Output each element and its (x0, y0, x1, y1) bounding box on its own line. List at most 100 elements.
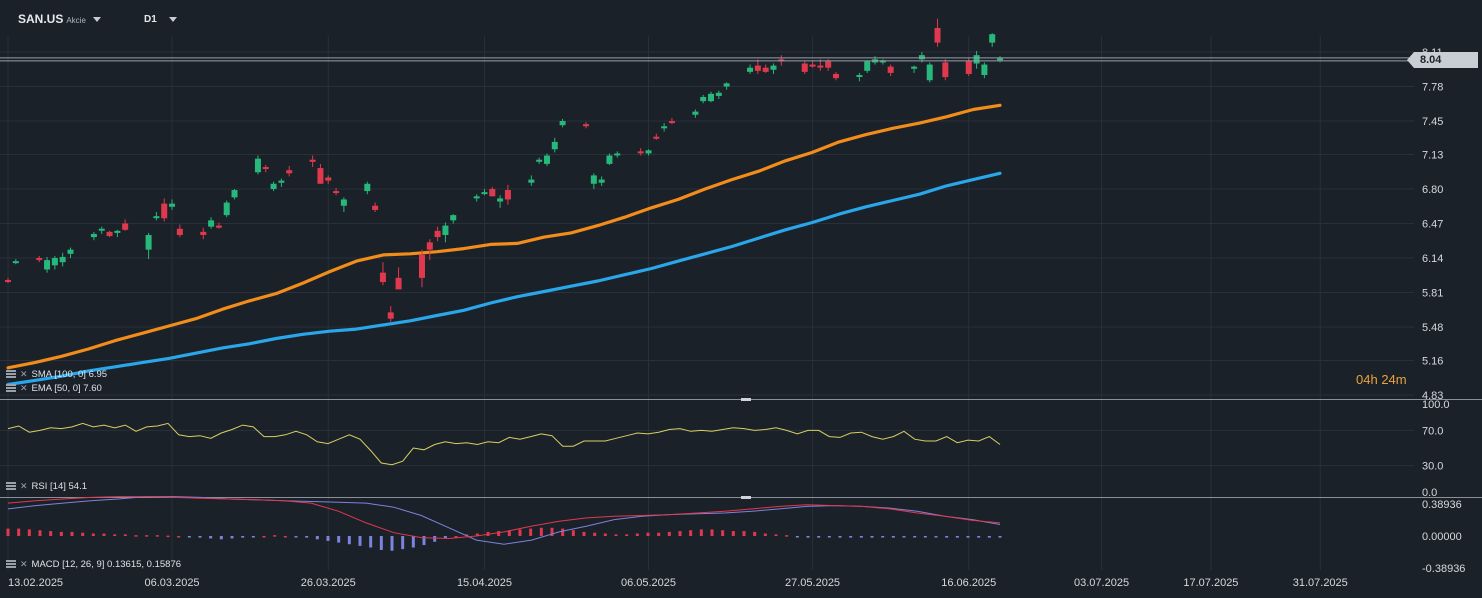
macd-histogram-bar (913, 536, 917, 538)
macd-histogram-bar (827, 536, 831, 538)
candle-body (598, 179, 605, 183)
macd-histogram-bar (315, 536, 319, 540)
close-icon[interactable]: ✕ (20, 481, 28, 491)
price-axis-label: 5.16 (1422, 355, 1443, 367)
candle-body (997, 58, 1004, 61)
candle-body (700, 96, 707, 102)
macd-histogram-bar (102, 533, 106, 536)
candle-body (215, 225, 222, 228)
candle-body (59, 256, 66, 263)
macd-histogram-bar (17, 528, 21, 536)
macd-histogram-bar (283, 536, 287, 538)
candle-body (169, 203, 176, 207)
macd-histogram-bar (795, 536, 799, 538)
macd-histogram-bar (59, 531, 63, 536)
candle-body (200, 231, 207, 236)
date-axis-label: 06.05.2025 (621, 577, 676, 589)
rsi-axis-label: 70.0 (1422, 425, 1443, 437)
candle-body (434, 230, 441, 238)
settings-icon[interactable] (6, 370, 16, 379)
symbol-selector[interactable]: SAN.US Akcie (18, 12, 101, 26)
candle-body (481, 192, 488, 195)
candle (51, 255, 58, 270)
candle-body (817, 65, 824, 68)
price-axis-label: 6.14 (1422, 253, 1443, 265)
candle-body (379, 272, 386, 283)
sma-legend[interactable]: ✕ SMA [100, 0] 6.95 (6, 369, 107, 380)
candle-body (67, 249, 74, 254)
macd-histogram-bar (923, 536, 927, 538)
macd-axis-label: 0.38936 (1422, 499, 1462, 511)
macd-histogram-bar (454, 536, 458, 538)
countdown-minutes: 24m (1381, 372, 1407, 387)
rsi-legend[interactable]: ✕ RSI [14] 54.1 (6, 481, 87, 492)
candle (528, 175, 535, 186)
candle-body (418, 254, 425, 278)
candle-body (442, 225, 449, 236)
candle (387, 306, 394, 322)
settings-icon[interactable] (6, 560, 16, 569)
candle (145, 232, 152, 260)
candle (801, 61, 808, 74)
candle-body (981, 64, 988, 76)
candle (981, 62, 988, 79)
candle (395, 267, 402, 290)
candle (754, 59, 761, 74)
candle (645, 149, 652, 156)
candle (934, 18, 941, 47)
settings-icon[interactable] (6, 482, 16, 491)
macd-histogram-bar (251, 536, 255, 538)
macd-histogram-bar (507, 530, 511, 536)
macd-histogram-bar (155, 535, 159, 537)
candle-body (98, 228, 105, 231)
timeframe-selector[interactable]: D1 (144, 14, 177, 25)
candle (942, 59, 949, 81)
macd-histogram-bar (347, 536, 351, 545)
close-icon[interactable]: ✕ (20, 559, 28, 569)
candle (379, 262, 386, 286)
candle (864, 60, 871, 73)
candle (653, 133, 660, 140)
ema-legend[interactable]: ✕ EMA [50, 0] 7.60 (6, 383, 102, 394)
settings-icon[interactable] (6, 384, 16, 393)
candle (504, 184, 511, 205)
macd-histogram-bar (529, 528, 533, 536)
macd-histogram-bar (710, 529, 714, 536)
candle-body (715, 92, 722, 96)
candle (223, 200, 230, 218)
candle-body (231, 190, 238, 198)
macd-histogram-bar (177, 536, 181, 538)
candle-body (51, 258, 58, 266)
candle-body (887, 66, 894, 73)
candle (700, 94, 707, 104)
candle-countdown: 04h 24m (1356, 372, 1407, 387)
macd-signal-line (7, 496, 1001, 540)
current-price-tag: 8.04 (1407, 52, 1478, 68)
candle (340, 197, 347, 212)
candle (309, 155, 316, 168)
macd-histogram-bar (998, 536, 1002, 538)
pane-resize-handle[interactable] (741, 398, 751, 401)
candle-body (708, 93, 714, 102)
candle (333, 187, 340, 196)
candle-body (754, 65, 761, 71)
close-icon[interactable]: ✕ (20, 383, 28, 393)
candle-body (583, 124, 590, 127)
symbol-name: SAN.US (18, 12, 64, 26)
close-icon[interactable]: ✕ (20, 369, 28, 379)
macd-histogram-bar (763, 533, 767, 536)
macd-histogram-bar (166, 535, 170, 538)
macd-histogram-bar (49, 531, 53, 536)
candle-body (645, 150, 652, 154)
candle (911, 65, 918, 73)
candle (551, 137, 558, 153)
macd-histogram-bar (987, 536, 991, 538)
macd-histogram-bar (326, 536, 330, 541)
pane-resize-handle[interactable] (741, 496, 751, 499)
candle (176, 224, 183, 238)
candle (637, 148, 644, 156)
candle-body (254, 158, 261, 173)
macd-legend[interactable]: ✕ MACD [12, 26, 9] 0.13615, 0.15876 (6, 559, 181, 570)
candle (372, 202, 379, 212)
